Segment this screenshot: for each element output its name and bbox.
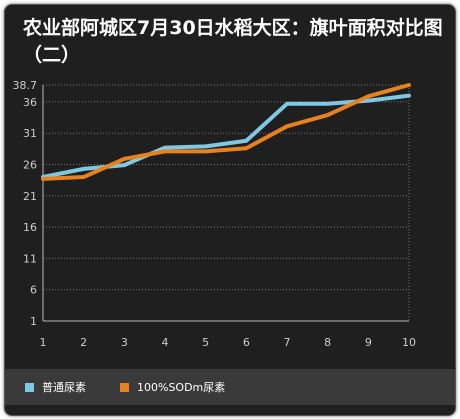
y-tick-label: 36 [23, 96, 37, 109]
x-tick-label: 5 [202, 336, 209, 349]
series-line-2 [41, 83, 411, 181]
y-tick-label: 11 [23, 252, 37, 265]
legend-item-series-2[interactable]: 100%SODm尿素 [120, 379, 225, 395]
y-tick-label: 31 [23, 127, 37, 140]
grid-lines [43, 84, 410, 321]
x-tick-label: 7 [284, 336, 291, 349]
legend-swatch-series-2 [120, 382, 129, 392]
legend-label-series-1: 普通尿素 [42, 381, 86, 394]
legend: 普通尿素 100%SODm尿素 [5, 369, 455, 405]
x-tick-label: 8 [324, 336, 331, 349]
y-tick-label: 16 [23, 221, 37, 234]
y-tick-label: 38.7 [13, 79, 38, 92]
legend-swatch-series-1 [25, 382, 34, 392]
chart-title: 农业部阿城区7月30日水稻大区：旗叶面积对比图（二） [23, 17, 443, 66]
x-tick-label: 2 [80, 336, 87, 349]
x-tick-label: 1 [40, 336, 47, 349]
legend-label-series-2: 100%SODm尿素 [137, 381, 226, 394]
legend-item-series-1[interactable]: 普通尿素 [25, 379, 86, 395]
line-chart: 38.7 36 31 26 21 16 11 6 1 1 2 3 4 5 6 7 8 9 10 [13, 79, 417, 349]
x-tick-label: 3 [121, 336, 128, 349]
series-lines [41, 83, 411, 181]
x-tick-label: 10 [402, 336, 416, 349]
x-tick-labels: 1 2 3 4 5 6 7 8 9 10 [40, 336, 417, 349]
y-tick-label: 26 [23, 159, 37, 172]
y-tick-label: 1 [30, 315, 37, 328]
x-tick-label: 9 [365, 336, 372, 349]
chart-panel: 农业部阿城区7月30日水稻大区：旗叶面积对比图（二） 38.7 36 31 26 21 1… [4, 4, 456, 416]
axes [42, 85, 409, 322]
y-tick-label: 6 [30, 284, 37, 297]
y-tick-labels: 38.7 36 31 26 21 16 11 6 1 [13, 79, 38, 328]
x-tick-label: 6 [243, 336, 250, 349]
y-tick-label: 21 [23, 190, 37, 203]
x-tick-label: 4 [162, 336, 169, 349]
